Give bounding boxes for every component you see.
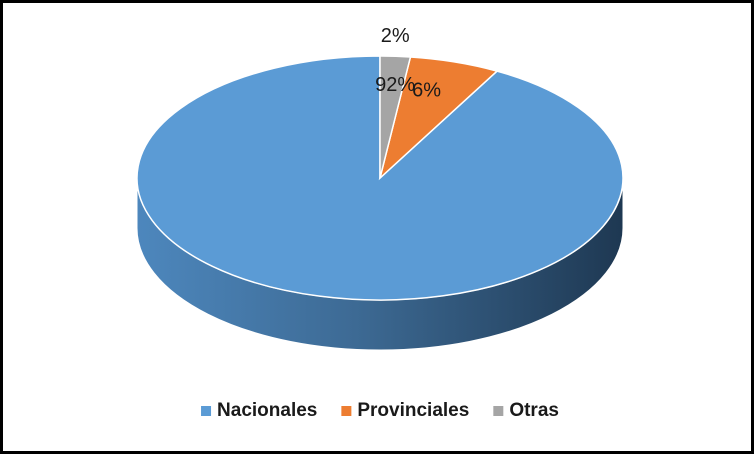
data-label-nacionales: 92%: [375, 74, 415, 96]
data-label-provinciales: 6%: [412, 79, 441, 101]
legend-swatch-nacionales: [201, 406, 212, 416]
legend-label-otras: Otras: [509, 400, 559, 421]
legend: Nacionales Provinciales Otras: [201, 400, 559, 421]
data-labels: 92%6% 2%: [375, 25, 441, 101]
legend-swatch-otras: [493, 406, 504, 416]
legend-label-provinciales: Provinciales: [357, 400, 469, 421]
legend-item-otras: Otras: [493, 400, 559, 421]
data-label-otras: 2%: [381, 25, 410, 47]
pie-chart: 92%6% 2% Nacionales Provinciales Otras: [136, 25, 624, 421]
legend-label-nacionales: Nacionales: [217, 400, 317, 421]
legend-swatch-provinciales: [341, 406, 352, 416]
pie-slices: [136, 55, 624, 301]
legend-item-nacionales: Nacionales: [201, 400, 317, 421]
pie-slice-otras: [379, 55, 412, 179]
legend-item-provinciales: Provinciales: [341, 400, 469, 421]
